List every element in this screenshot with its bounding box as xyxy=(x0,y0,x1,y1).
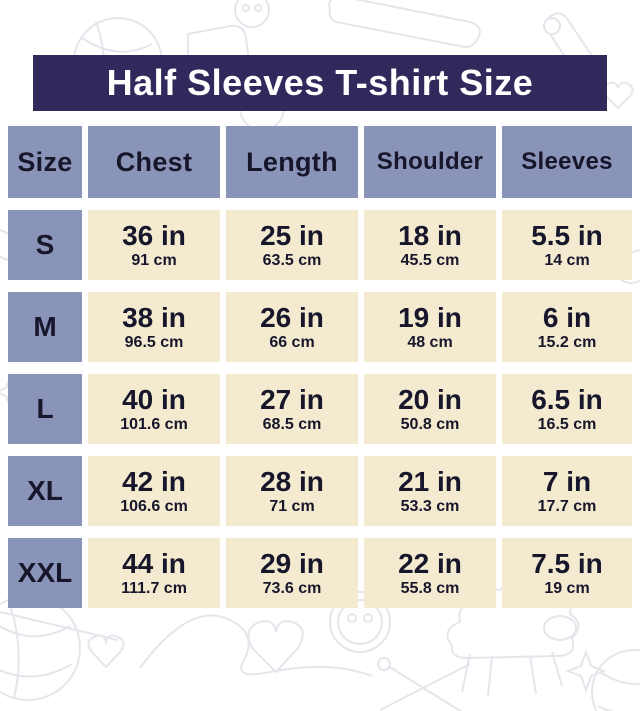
cell-l-length: 27 in 68.5 cm xyxy=(226,374,358,444)
header-sleeves: Sleeves xyxy=(502,126,632,198)
value-inches: 27 in xyxy=(260,384,324,415)
value-cm: 55.8 cm xyxy=(400,580,460,597)
cell-l-chest: 40 in 101.6 cm xyxy=(88,374,220,444)
value-cm: 71 cm xyxy=(269,498,315,515)
value-inches: 22 in xyxy=(398,548,462,579)
size-label-l: L xyxy=(8,374,82,444)
value-inches: 7.5 in xyxy=(531,548,603,579)
value-cm: 106.6 cm xyxy=(120,498,188,515)
header-shoulder: Shoulder xyxy=(364,126,496,198)
value-cm: 17.7 cm xyxy=(537,498,597,515)
value-cm: 45.5 cm xyxy=(400,252,460,269)
cell-xl-sleeves: 7 in 17.7 cm xyxy=(502,456,632,526)
value-cm: 91 cm xyxy=(131,252,177,269)
yarn-ball-icon xyxy=(0,595,119,701)
value-cm: 48 cm xyxy=(407,334,453,351)
value-cm: 96.5 cm xyxy=(124,334,184,351)
cell-xl-shoulder: 21 in 53.3 cm xyxy=(364,456,496,526)
value-cm: 111.7 cm xyxy=(121,580,187,597)
cell-xxl-sleeves: 7.5 in 19 cm xyxy=(502,538,632,608)
value-inches: 21 in xyxy=(398,466,462,497)
value-inches: 36 in xyxy=(122,220,186,251)
value-cm: 16.5 cm xyxy=(537,416,597,433)
cell-xxl-length: 29 in 73.6 cm xyxy=(226,538,358,608)
cell-m-shoulder: 19 in 48 cm xyxy=(364,292,496,362)
cell-m-length: 26 in 66 cm xyxy=(226,292,358,362)
cell-m-sleeves: 6 in 15.2 cm xyxy=(502,292,632,362)
size-label-m: M xyxy=(8,292,82,362)
size-label-s: S xyxy=(8,210,82,280)
cell-xl-length: 28 in 71 cm xyxy=(226,456,358,526)
value-inches: 40 in xyxy=(122,384,186,415)
value-inches: 6 in xyxy=(542,302,592,333)
value-inches: 28 in xyxy=(260,466,324,497)
cell-l-sleeves: 6.5 in 16.5 cm xyxy=(502,374,632,444)
knitting-needle-icon xyxy=(328,0,481,48)
value-inches: 44 in xyxy=(122,548,186,579)
value-inches: 38 in xyxy=(122,302,186,333)
value-cm: 68.5 cm xyxy=(262,416,322,433)
value-cm: 73.6 cm xyxy=(262,580,322,597)
cell-s-length: 25 in 63.5 cm xyxy=(226,210,358,280)
button-icon xyxy=(234,0,270,28)
crossed-needles-icon xyxy=(377,657,471,711)
value-inches: 29 in xyxy=(260,548,324,579)
value-inches: 26 in xyxy=(260,302,324,333)
title-banner: Half Sleeves T-shirt Size xyxy=(33,55,607,111)
header-length: Length xyxy=(226,126,358,198)
cell-xl-chest: 42 in 106.6 cm xyxy=(88,456,220,526)
value-inches: 42 in xyxy=(122,466,186,497)
value-cm: 63.5 cm xyxy=(262,252,322,269)
cell-s-shoulder: 18 in 45.5 cm xyxy=(364,210,496,280)
size-label-xl: XL xyxy=(8,456,82,526)
value-cm: 15.2 cm xyxy=(537,334,597,351)
header-size: Size xyxy=(8,126,82,198)
value-inches: 20 in xyxy=(398,384,462,415)
size-table: Size Chest Length Shoulder Sleeves S 36 … xyxy=(8,126,632,608)
value-inches: 7 in xyxy=(542,466,592,497)
value-cm: 53.3 cm xyxy=(400,498,460,515)
cell-s-sleeves: 5.5 in 14 cm xyxy=(502,210,632,280)
value-inches: 25 in xyxy=(260,220,324,251)
value-cm: 14 cm xyxy=(544,252,590,269)
value-inches: 19 in xyxy=(398,302,462,333)
yarn-ball-icon xyxy=(591,649,640,711)
size-label-xxl: XXL xyxy=(8,538,82,608)
value-inches: 6.5 in xyxy=(531,384,603,415)
cell-xxl-shoulder: 22 in 55.8 cm xyxy=(364,538,496,608)
page-title: Half Sleeves T-shirt Size xyxy=(106,62,534,103)
value-cm: 101.6 cm xyxy=(120,416,188,433)
sparkle-icon xyxy=(565,649,607,693)
heart-icon xyxy=(602,81,634,110)
yarn-thread-icon xyxy=(139,614,373,677)
value-cm: 66 cm xyxy=(269,334,315,351)
cell-m-chest: 38 in 96.5 cm xyxy=(88,292,220,362)
value-inches: 5.5 in xyxy=(531,220,603,251)
header-chest: Chest xyxy=(88,126,220,198)
value-cm: 50.8 cm xyxy=(400,416,460,433)
value-inches: 18 in xyxy=(398,220,462,251)
value-cm: 19 cm xyxy=(544,580,590,597)
heart-icon xyxy=(87,634,125,669)
cell-l-shoulder: 20 in 50.8 cm xyxy=(364,374,496,444)
cell-s-chest: 36 in 91 cm xyxy=(88,210,220,280)
cell-xxl-chest: 44 in 111.7 cm xyxy=(88,538,220,608)
